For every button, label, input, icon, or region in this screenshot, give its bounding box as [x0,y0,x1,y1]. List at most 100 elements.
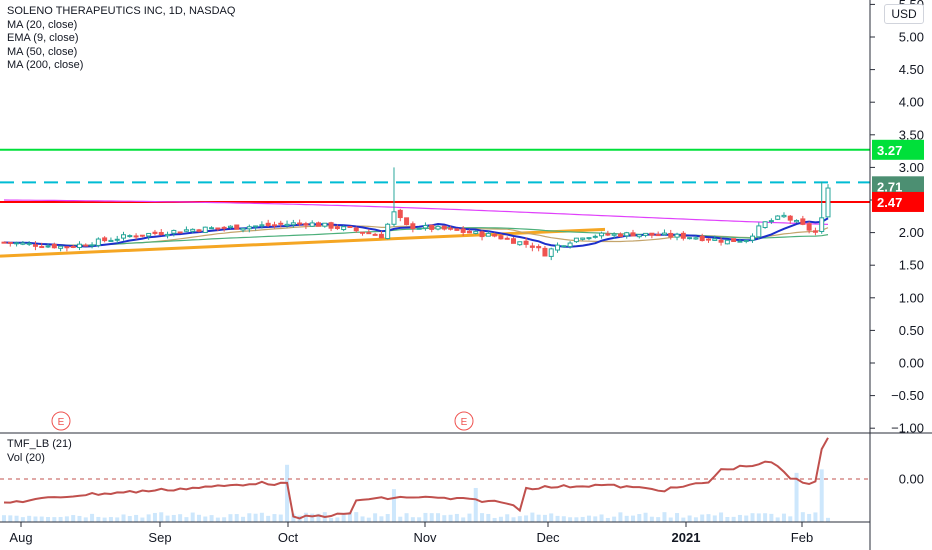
indicator-ema9-label[interactable]: EMA (9, close) [7,32,79,44]
candle-body [624,232,630,237]
candle-body [246,226,252,230]
candle-body [542,247,548,257]
candle-body [441,225,447,230]
tmf-line [3,437,829,520]
volume-bar [335,517,340,522]
candle-body [787,215,793,221]
candle-body [743,239,749,242]
y-tick-label: 0.00 [899,356,924,371]
volume-bar [379,516,384,522]
candle-body [378,233,384,239]
candle-body [1,241,7,244]
candle-body [152,231,158,234]
volume-bar [39,516,44,522]
candle-body [812,230,818,233]
moving-averages [3,199,829,248]
volume-bar [184,517,189,522]
candle-body [20,242,26,245]
volume-bar [530,512,535,522]
candle-body [253,225,259,228]
candle-body [64,246,70,249]
y-tick-label: 3.00 [899,160,924,175]
volume-bar [373,513,378,522]
indicator-ma20-label[interactable]: MA (20, close) [7,18,78,31]
x-tick-label: Oct [278,530,299,545]
volume-bar [498,516,503,522]
volume-bar [744,515,749,522]
candle-body [504,237,510,240]
volume-bar [404,513,409,522]
candle-body [133,235,139,238]
earnings-marker-label: E [58,417,65,428]
volume-bar [329,517,334,522]
volume-bar [593,516,598,522]
candle-body [353,227,359,232]
volume-bar [580,516,585,522]
candle-body [599,232,605,237]
candle-body [165,233,171,237]
volume-bar [209,515,214,522]
volume-bar [310,513,315,522]
volume-bar [643,512,648,522]
volume-bar [108,517,113,522]
candle-body [617,233,623,237]
candle-body [498,235,504,240]
volume-bar [492,517,497,522]
indicator-volume-label[interactable]: Vol (20) [7,451,45,464]
candle-body [102,237,108,242]
volume-bar [146,514,151,522]
volume-bar [807,513,812,522]
candle-body [127,235,133,238]
volume-bar [291,513,296,522]
candle-body [14,242,20,245]
candle-body [819,217,825,232]
earnings-marker-1 [454,411,474,431]
currency-button[interactable]: USD [884,4,924,24]
volume-bar [637,514,642,522]
candle-body [360,231,366,234]
candle-body [322,222,328,227]
symbol-title[interactable]: SOLENO THERAPEUTICS INC, 1D, NASDAQ [7,5,236,17]
volume-bar [517,516,522,522]
volume-bar [285,464,290,522]
volume-bar [599,514,604,522]
candle-body [592,235,598,238]
volume-bar [159,512,164,522]
candle-body [806,223,812,231]
indicator-ma50-label[interactable]: MA (50, close) [7,45,78,58]
horizontal-price-lines[interactable] [0,148,870,203]
candle-body [756,225,762,238]
candle-body [146,232,152,237]
candle-body [278,222,284,225]
indicator-tmf-label[interactable]: TMF_LB (21) [7,438,72,450]
volume-bar [52,517,57,522]
candle-body [712,238,718,241]
x-tick-label: Aug [9,530,32,545]
candle-body [555,244,561,251]
volume-bar [278,514,283,522]
candle-body [89,244,95,247]
volume-bar [486,513,491,522]
volume-bar [215,517,220,522]
candle-body [693,237,699,240]
indicator-ma200-label[interactable]: MA (200, close) [7,59,84,71]
volume-bar [14,515,19,522]
candle-body [485,232,491,237]
volume-bar [102,517,107,522]
volume-bar [574,517,579,522]
volume-bar [618,512,623,522]
volume-bar [228,514,233,522]
price-tag-last [872,176,924,197]
volume-bar [700,514,705,522]
chart-legend: SOLENO THERAPEUTICS INC, 1D, NASDAQ MA (… [7,5,235,73]
candle-body [328,222,334,229]
volume-bar [190,512,195,522]
candle-body [114,238,120,241]
candle-body [768,220,774,223]
candle-body [51,243,57,249]
volume-bar [605,517,610,522]
volume-bar [813,512,818,522]
